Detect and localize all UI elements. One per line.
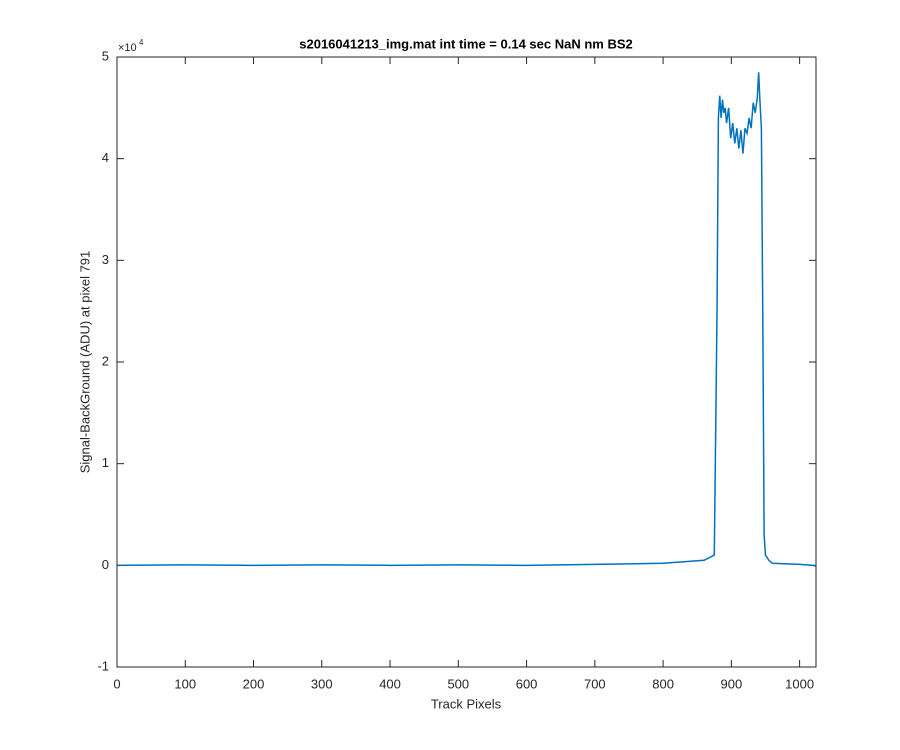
y-tick-label: 3: [102, 252, 109, 267]
x-tick-label: 0: [113, 676, 120, 691]
y-multiplier-exponent: 4: [139, 38, 144, 47]
y-tick-label: -1: [97, 658, 109, 673]
y-tick-label: 0: [102, 557, 109, 572]
x-tick-label: 1000: [785, 676, 814, 691]
plot-area: [116, 56, 817, 668]
x-tick-label: 600: [516, 676, 538, 691]
data-line: [117, 72, 817, 568]
y-multiplier: ×10: [118, 42, 137, 54]
x-tick-label: 200: [243, 676, 265, 691]
x-tick-label: 500: [447, 676, 469, 691]
y-tick-label: 1: [102, 455, 109, 470]
chart-title: s2016041213_img.mat int time = 0.14 sec …: [299, 36, 633, 51]
x-tick-label: 400: [379, 676, 401, 691]
x-tick-label: 900: [721, 676, 743, 691]
x-tick-label: 100: [174, 676, 196, 691]
x-tick-label: 300: [311, 676, 333, 691]
y-tick-label: 2: [102, 353, 109, 368]
y-axis-label: Signal-BackGround (ADU) at pixel 791: [77, 251, 92, 474]
y-tick-label: 5: [102, 48, 109, 63]
x-tick-label: 700: [584, 676, 606, 691]
x-axis-label: Track Pixels: [431, 696, 502, 711]
y-tick-label: 4: [102, 150, 109, 165]
x-tick-label: 800: [652, 676, 674, 691]
